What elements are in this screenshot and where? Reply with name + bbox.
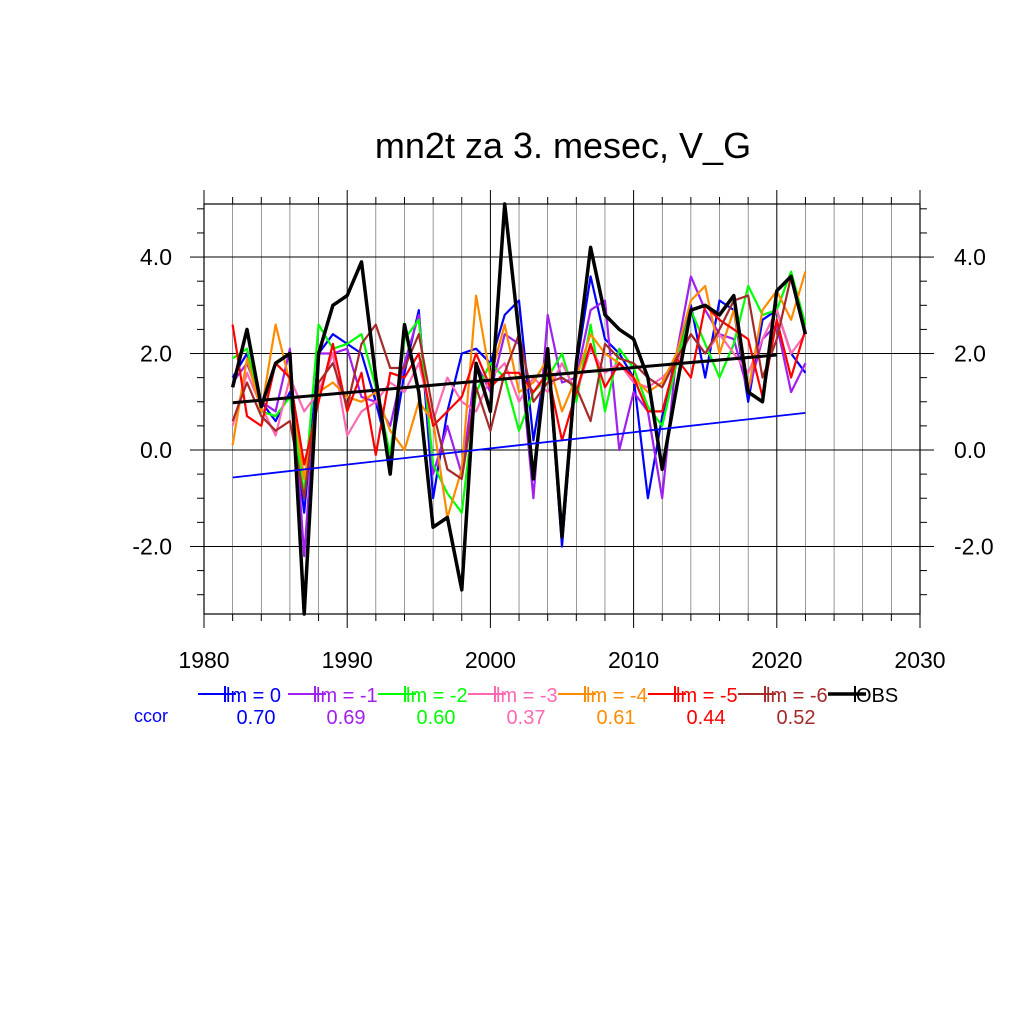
y-tick-label-left: 0.0 <box>140 437 172 463</box>
legend-label-2: lm = -2 <box>406 685 468 707</box>
x-tick-label: 2030 <box>894 647 945 673</box>
legend-label-6: lm = -6 <box>766 685 828 707</box>
legend-label-3: lm = -3 <box>496 685 558 707</box>
y-tick-label-left: -2.0 <box>132 533 172 559</box>
legend-label-7: OBS <box>856 685 898 707</box>
legend-label-1: lm = -1 <box>316 685 378 707</box>
plot-frame <box>203 203 921 615</box>
ccor-value-6: 0.52 <box>777 707 816 729</box>
x-tick-label: 1990 <box>322 647 373 673</box>
series-line-7 <box>230 202 808 616</box>
trend-lines <box>232 353 806 479</box>
trend-line-0 <box>232 411 806 479</box>
axis-ticks <box>190 190 934 628</box>
y-tick-label-right: -2.0 <box>954 533 994 559</box>
ccor-label: ccor <box>134 706 168 726</box>
y-tick-label-right: 4.0 <box>954 244 986 270</box>
legend-label-0: lm = 0 <box>226 685 281 707</box>
x-tick-label: 2010 <box>608 647 659 673</box>
trend-line-7 <box>232 353 777 405</box>
x-tick-label: 2000 <box>465 647 516 673</box>
series-lines <box>230 202 808 616</box>
ccor-value-0: 0.70 <box>237 707 276 729</box>
y-tick-label-right: 0.0 <box>954 437 986 463</box>
axis-labels: 1980 1990 2000 2010 2020 2030 -2.0 -2.0 0.0 0.0 2.… <box>132 244 993 673</box>
legend-label-5: lm = -5 <box>676 685 738 707</box>
series-line-2 <box>231 270 807 514</box>
ccor-value-5: 0.44 <box>687 707 726 729</box>
y-tick-label-left: 2.0 <box>140 341 172 367</box>
ccor-value-2: 0.60 <box>417 707 456 729</box>
y-tick-label-left: 4.0 <box>140 244 172 270</box>
grid <box>203 204 921 614</box>
legend-label-4: lm = -4 <box>586 685 648 707</box>
ccor-value-1: 0.69 <box>327 707 366 729</box>
y-tick-label-right: 2.0 <box>954 341 986 367</box>
chart-title: mn2t za 3. mesec, V_G <box>375 125 751 166</box>
ccor-value-3: 0.37 <box>507 707 546 729</box>
x-tick-label: 2020 <box>751 647 802 673</box>
ccor-value-4: 0.61 <box>597 707 636 729</box>
x-tick-label: 1980 <box>178 647 229 673</box>
